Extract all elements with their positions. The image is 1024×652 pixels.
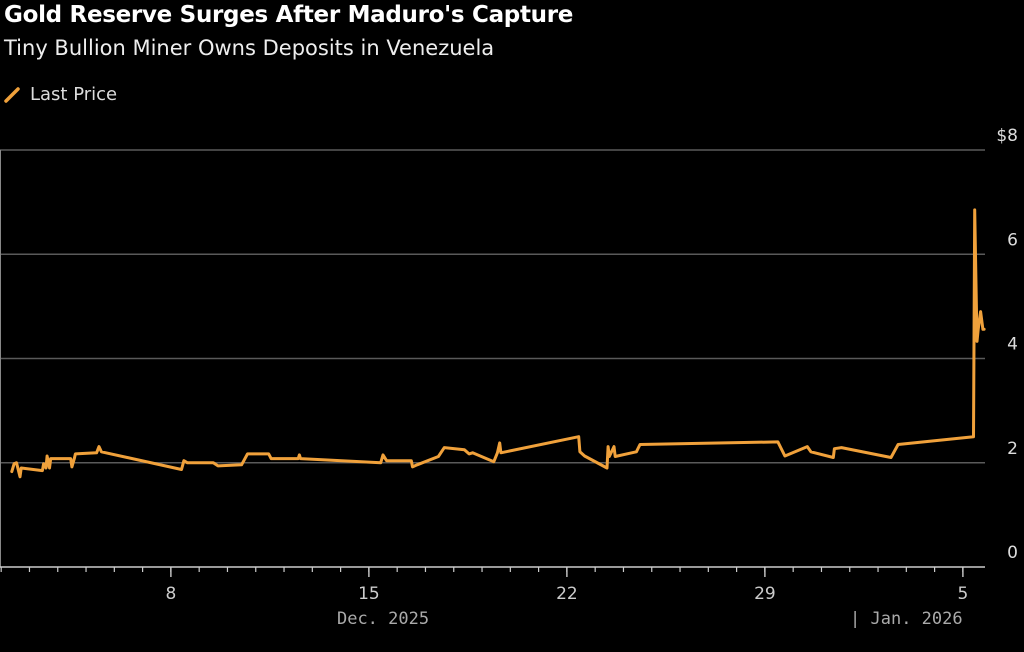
legend: Last Price — [4, 84, 117, 105]
chart-subtitle: Tiny Bullion Miner Owns Deposits in Vene… — [4, 36, 495, 60]
legend-label: Last Price — [30, 84, 118, 105]
series-line-last-price — [10, 208, 986, 479]
x-tick-label: 29 — [754, 584, 776, 604]
y-tick-label: 4 — [1007, 335, 1018, 355]
y-tick-label: $8 — [996, 126, 1018, 146]
y-tick-label: 6 — [1007, 230, 1018, 250]
y-tick-label: 2 — [1007, 439, 1018, 459]
x-tick-label: 8 — [165, 584, 176, 604]
x-tick-label: 15 — [358, 584, 380, 604]
legend-swatch-icon — [4, 86, 20, 103]
x-period-label: Dec. 2025 — [337, 609, 429, 629]
x-tick-label: 22 — [556, 584, 578, 604]
x-period-label: | Jan. 2026 — [850, 609, 963, 629]
x-tick-label: 5 — [957, 584, 968, 604]
y-tick-label: 0 — [1007, 543, 1018, 563]
chart-title: Gold Reserve Surges After Maduro's Captu… — [4, 2, 574, 28]
